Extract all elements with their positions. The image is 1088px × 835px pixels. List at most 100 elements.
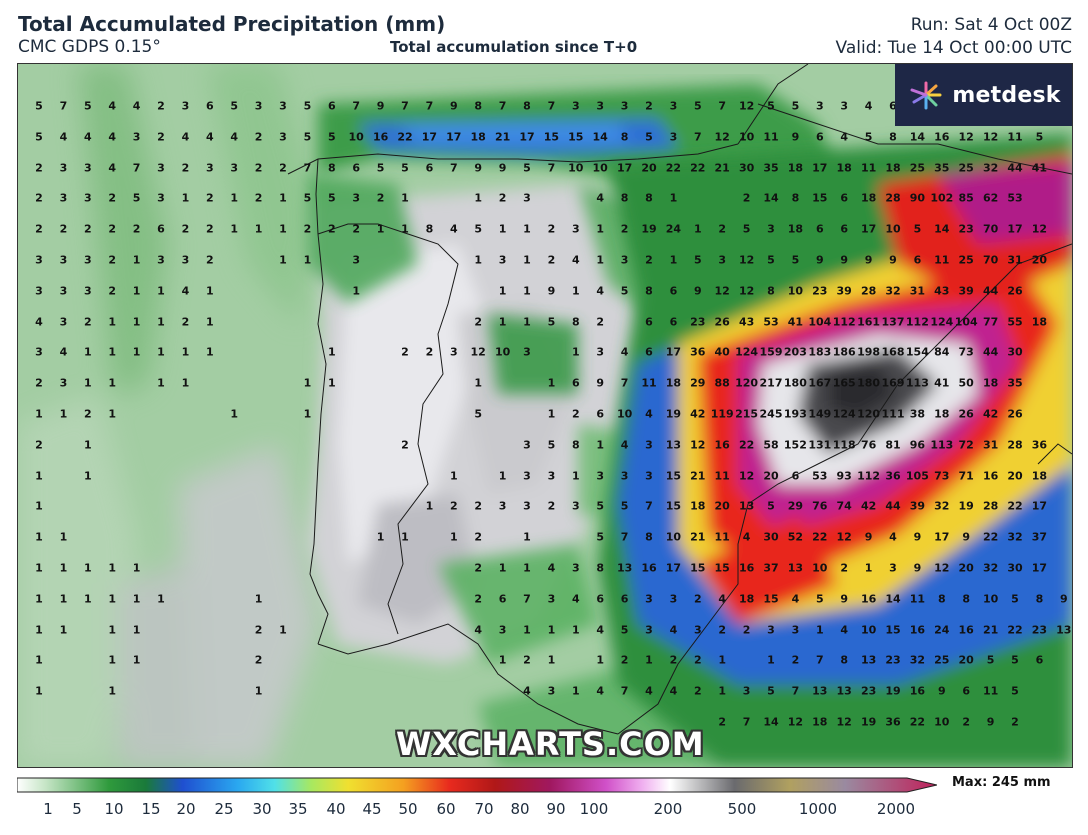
grid-value: 1: [59, 623, 68, 637]
grid-value: 9: [1059, 592, 1068, 606]
grid-value: 3: [523, 345, 531, 359]
grid-value: 5: [474, 222, 483, 236]
grid-value: 9: [376, 99, 385, 113]
grid-value: 4: [230, 130, 239, 144]
grid-value: 16: [909, 623, 926, 637]
grid-value: 1: [498, 469, 507, 483]
map-background: [18, 64, 1072, 767]
grid-value: 7: [303, 161, 312, 175]
grid-value: 120: [857, 407, 881, 421]
grid-value: 1: [205, 345, 214, 359]
grid-value: 2: [157, 99, 165, 113]
grid-value: 1: [181, 191, 190, 205]
grid-value: 39: [836, 284, 852, 298]
grid-value: 5: [864, 130, 873, 144]
metdesk-logo-icon: [910, 81, 942, 110]
grid-value: 1: [303, 253, 312, 267]
grid-value: 4: [596, 684, 605, 698]
grid-value: 4: [742, 530, 751, 544]
grid-value: 1: [35, 469, 43, 483]
grid-value: 3: [571, 99, 580, 113]
grid-value: 1: [718, 653, 727, 667]
grid-value: 4: [571, 253, 580, 267]
grid-value: 8: [962, 592, 971, 606]
grid-value: 1: [181, 345, 190, 359]
grid-value: 10: [934, 715, 950, 729]
grid-value: 1: [303, 407, 312, 421]
grid-value: 2: [254, 130, 263, 144]
grid-value: 5: [327, 130, 336, 144]
grid-value: 2: [669, 653, 678, 667]
grid-value: 50: [958, 376, 974, 390]
grid-value: 31: [1007, 253, 1023, 267]
grid-value: 8: [571, 315, 580, 329]
grid-value: 8: [767, 284, 775, 298]
grid-value: 18: [885, 161, 901, 175]
grid-value: 2: [279, 161, 287, 175]
grid-value: 3: [815, 99, 824, 113]
grid-value: 7: [718, 99, 727, 113]
grid-value: 18: [470, 130, 486, 144]
grid-value: 2: [327, 222, 336, 236]
grid-value: 1: [474, 191, 483, 205]
grid-value: 6: [962, 684, 971, 698]
grid-value: 111: [881, 407, 905, 421]
grid-value: 1: [498, 284, 507, 298]
grid-value: 8: [620, 191, 629, 205]
grid-value: 10: [738, 130, 755, 144]
grid-value: 3: [254, 99, 263, 113]
grid-value: 32: [909, 653, 926, 667]
valid-time: Valid: Tue 14 Oct 00:00 UTC: [835, 38, 1072, 58]
grid-value: 21: [714, 161, 730, 175]
grid-value: 8: [327, 161, 336, 175]
grid-value: 3: [767, 623, 775, 637]
grid-value: 16: [860, 592, 877, 606]
grid-value: 23: [860, 684, 877, 698]
grid-value: 1: [230, 222, 239, 236]
grid-value: 2: [254, 191, 263, 205]
grid-value: 2: [425, 345, 434, 359]
grid-value: 3: [620, 253, 629, 267]
grid-value: 2: [547, 222, 556, 236]
grid-value: 2: [83, 407, 92, 421]
grid-value: 8: [1035, 592, 1044, 606]
grid-value: 26: [714, 315, 730, 329]
grid-value: 1: [205, 315, 214, 329]
grid-value: 131: [808, 438, 832, 452]
grid-value: 3: [645, 592, 653, 606]
grid-value: 3: [791, 623, 800, 637]
grid-value: 1: [157, 376, 165, 390]
grid-value: 9: [596, 376, 605, 390]
grid-value: 5: [791, 253, 800, 267]
grid-value: 3: [523, 469, 531, 483]
metdesk-logo: metdesk: [895, 64, 1072, 126]
grid-value: 4: [35, 315, 43, 329]
grid-value: 7: [449, 161, 458, 175]
grid-value: 4: [108, 99, 117, 113]
grid-value: 5: [547, 315, 556, 329]
grid-value: 1: [523, 315, 531, 329]
grid-value: 12: [738, 253, 755, 267]
grid-value: 1: [83, 376, 92, 390]
grid-value: 5: [35, 99, 43, 113]
grid-value: 1: [132, 345, 141, 359]
grid-value: 9: [889, 253, 897, 267]
grid-value: 73: [934, 469, 950, 483]
grid-value: 105: [905, 469, 929, 483]
grid-value: 2: [108, 253, 117, 267]
grid-value: 85: [958, 191, 974, 205]
grid-value: 36: [690, 345, 706, 359]
grid-value: 6: [815, 130, 824, 144]
grid-value: 6: [596, 407, 605, 421]
grid-value: 84: [934, 345, 950, 359]
grid-value: 1: [35, 653, 43, 667]
grid-value: 17: [1007, 222, 1023, 236]
grid-value: 7: [59, 99, 68, 113]
grid-value: 1: [718, 684, 727, 698]
grid-value: 3: [547, 684, 556, 698]
grid-value: 41: [934, 376, 950, 390]
grid-value: 5: [742, 222, 751, 236]
grid-value: 5: [693, 99, 702, 113]
grid-value: 5: [596, 530, 605, 544]
grid-value: 4: [596, 191, 605, 205]
